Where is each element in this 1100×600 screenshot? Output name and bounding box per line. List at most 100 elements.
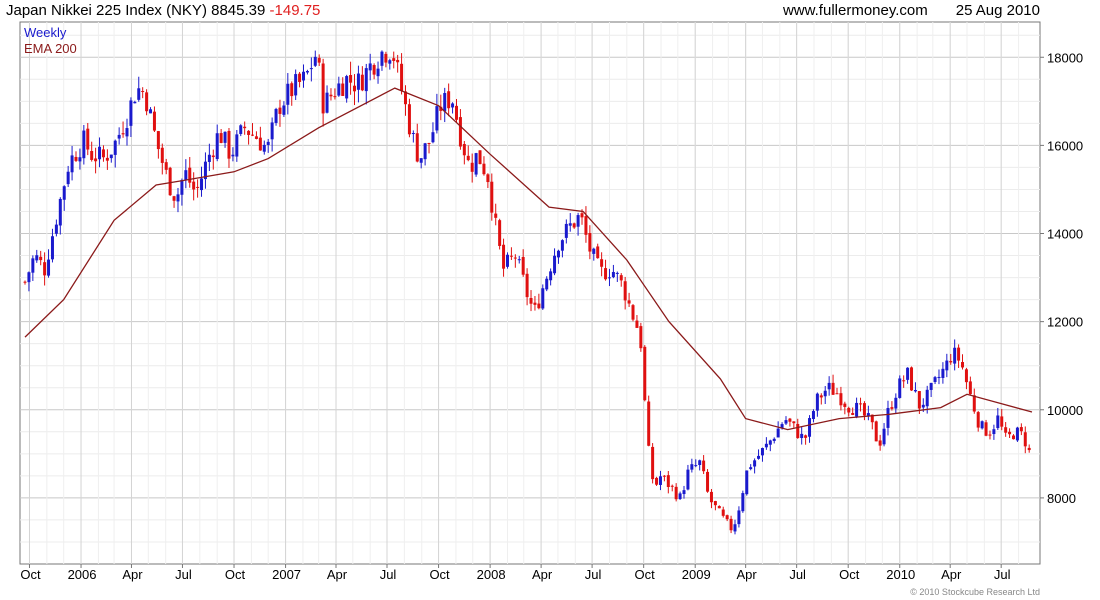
x-tick-label: Oct bbox=[635, 567, 656, 582]
candle-body bbox=[337, 83, 341, 96]
candle-body bbox=[686, 469, 690, 490]
candle-body bbox=[109, 154, 113, 159]
candle-body bbox=[698, 460, 702, 466]
candle-body bbox=[431, 132, 435, 143]
x-tick-label: Oct bbox=[429, 567, 450, 582]
candle-body bbox=[968, 381, 972, 395]
candle-body bbox=[776, 428, 780, 438]
y-tick-label: 8000 bbox=[1047, 491, 1076, 506]
candle-body bbox=[286, 83, 290, 105]
candle-body bbox=[27, 272, 31, 283]
candle-body bbox=[427, 143, 431, 145]
candle-body bbox=[400, 63, 404, 91]
candle-body bbox=[302, 71, 306, 81]
candle-body bbox=[655, 477, 659, 485]
x-tick-label: 2008 bbox=[477, 567, 506, 582]
candle-body bbox=[607, 277, 611, 279]
candle-body bbox=[325, 92, 329, 113]
candle-body bbox=[784, 420, 788, 424]
candle-body bbox=[101, 149, 105, 158]
candle-body bbox=[929, 382, 933, 390]
candle-body bbox=[113, 140, 117, 155]
candle-body bbox=[560, 240, 564, 251]
candle-body bbox=[749, 467, 753, 470]
candle-body bbox=[623, 281, 627, 301]
candle-body bbox=[376, 68, 380, 77]
candle-body bbox=[290, 83, 294, 97]
candle-body bbox=[129, 100, 133, 126]
candle-body bbox=[388, 60, 392, 64]
candle-body bbox=[823, 390, 827, 397]
candle-body bbox=[792, 421, 796, 424]
candle-body bbox=[862, 403, 866, 416]
candle-body bbox=[176, 194, 180, 202]
candle-body bbox=[568, 223, 572, 226]
candle-body bbox=[396, 59, 400, 63]
candle-body bbox=[572, 223, 576, 228]
candle-body bbox=[466, 155, 470, 161]
y-tick-label: 16000 bbox=[1047, 138, 1083, 153]
candle-body bbox=[592, 248, 596, 254]
candle-body bbox=[211, 155, 215, 158]
candle-body bbox=[588, 233, 592, 252]
candle-body bbox=[478, 150, 482, 165]
candle-body bbox=[662, 475, 666, 477]
candle-body bbox=[576, 215, 580, 227]
candle-body bbox=[894, 397, 898, 409]
candle-body bbox=[215, 133, 219, 160]
candle-body bbox=[819, 395, 823, 398]
candle-body bbox=[957, 347, 961, 361]
x-tick-label: Jul bbox=[175, 567, 192, 582]
candle-body bbox=[219, 133, 223, 143]
candle-body bbox=[329, 94, 333, 97]
candle-body bbox=[670, 485, 674, 487]
candle-body bbox=[278, 107, 282, 114]
candle-body bbox=[39, 256, 43, 261]
candle-body bbox=[254, 136, 258, 139]
candle-body bbox=[745, 470, 749, 495]
candle-body bbox=[70, 155, 74, 173]
candle-body bbox=[333, 96, 337, 98]
candle-body bbox=[808, 418, 812, 437]
candle-body bbox=[384, 53, 388, 63]
candle-body bbox=[764, 443, 768, 448]
candle-body bbox=[937, 376, 941, 379]
candle-body bbox=[1008, 431, 1012, 435]
candle-body bbox=[545, 278, 549, 290]
candle-body bbox=[188, 167, 192, 183]
y-tick-label: 14000 bbox=[1047, 227, 1083, 242]
candle-body bbox=[513, 257, 517, 259]
candle-body bbox=[541, 288, 545, 309]
candle-body bbox=[831, 382, 835, 395]
candle-body bbox=[509, 255, 513, 257]
candle-body bbox=[54, 224, 58, 234]
candle-body bbox=[200, 178, 204, 191]
candle-body bbox=[235, 134, 239, 157]
candle-body bbox=[741, 493, 745, 512]
candle-body bbox=[639, 326, 643, 349]
candle-body bbox=[537, 303, 541, 309]
candle-body bbox=[94, 158, 98, 162]
candle-body bbox=[945, 360, 949, 371]
candle-body bbox=[553, 255, 557, 274]
x-tick-label: Apr bbox=[327, 567, 348, 582]
candle-body bbox=[604, 268, 608, 280]
candle-body bbox=[933, 377, 937, 382]
candle-body bbox=[470, 162, 474, 172]
candle-body bbox=[317, 57, 321, 63]
x-tick-label: Apr bbox=[122, 567, 143, 582]
candle-body bbox=[631, 305, 635, 320]
candle-body bbox=[525, 273, 529, 298]
candle-body bbox=[98, 146, 102, 160]
candle-body bbox=[451, 103, 455, 108]
candle-body bbox=[521, 257, 525, 275]
chart-title: Japan Nikkei 225 Index (NKY) bbox=[6, 2, 207, 19]
candle-body bbox=[1023, 432, 1027, 447]
candle-body bbox=[66, 171, 70, 185]
y-tick-label: 18000 bbox=[1047, 50, 1083, 65]
candle-body bbox=[980, 421, 984, 429]
candle-body bbox=[839, 393, 843, 406]
candle-body bbox=[666, 475, 670, 488]
candle-body bbox=[753, 460, 757, 467]
x-tick-label: 2009 bbox=[682, 567, 711, 582]
